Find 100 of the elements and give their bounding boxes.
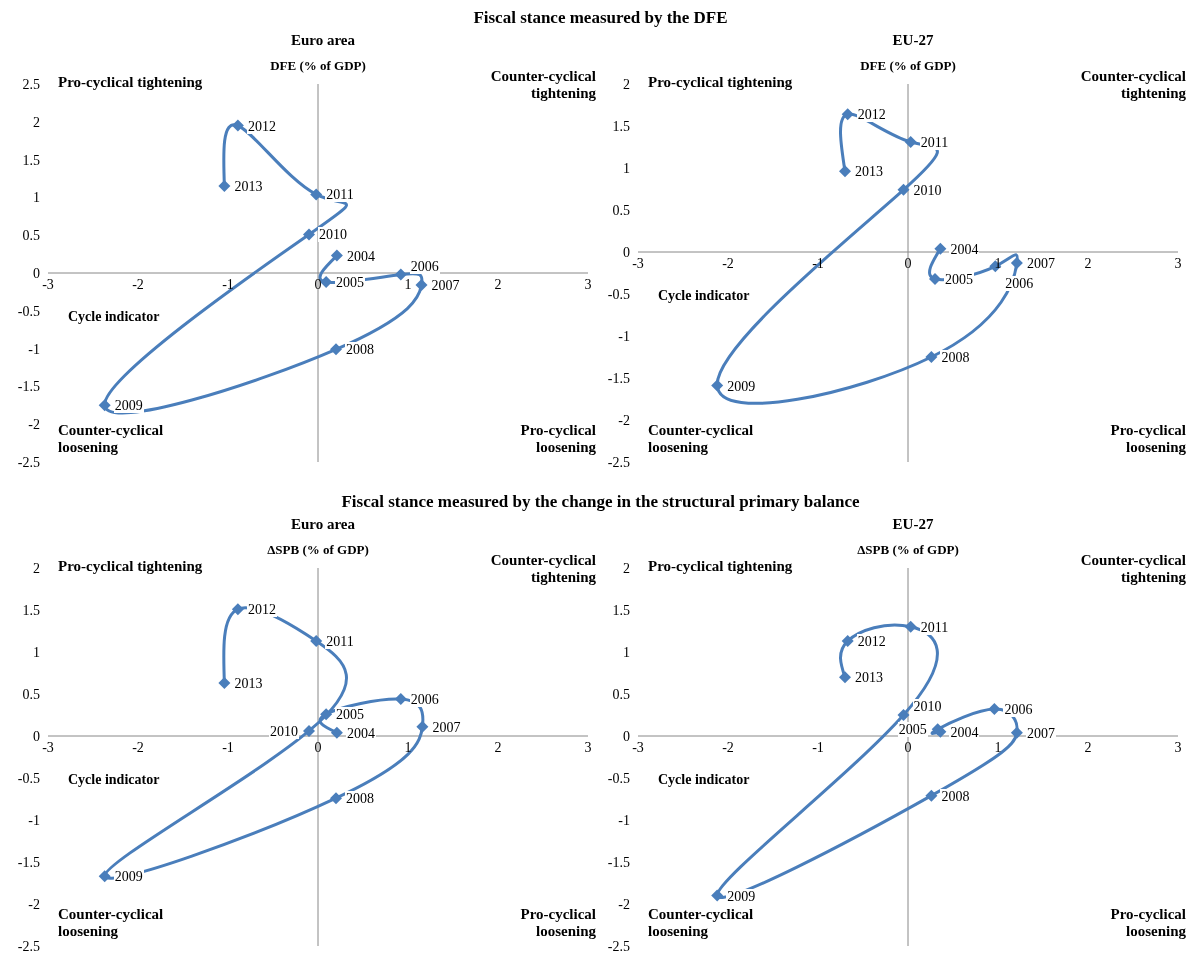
x-tick-label: -3 xyxy=(632,256,644,271)
y-tick-label: -1.5 xyxy=(607,854,630,870)
y-axis-title: ΔSPB (% of GDP) xyxy=(266,542,370,558)
annotation: Counter-cyclical tightening xyxy=(1079,68,1186,102)
point xyxy=(310,635,323,648)
x-axis-title: Cycle indicator xyxy=(658,288,750,304)
x-tick-label: -1 xyxy=(222,740,234,755)
point xyxy=(841,108,854,121)
point xyxy=(330,726,343,739)
annotation: Counter-cyclical tightening xyxy=(489,552,596,586)
x-tick-label: -2 xyxy=(132,277,144,292)
y-tick-label: 0.5 xyxy=(612,202,630,218)
x-axis-title: Cycle indicator xyxy=(68,309,160,325)
annotation: 2011 xyxy=(919,134,950,150)
y-tick-label: -0.5 xyxy=(607,770,630,786)
y-tick-label: -1 xyxy=(28,812,40,828)
x-axis-title: Cycle indicator xyxy=(68,772,160,788)
annotation: Pro-cyclical tightening xyxy=(648,74,793,91)
annotation: Counter-cyclical tightening xyxy=(1079,552,1186,586)
annotation: 2004 xyxy=(949,241,980,257)
y-tick-label: 0 xyxy=(33,728,40,744)
y-tick-label: 1 xyxy=(33,190,40,206)
y-tick-label: 1.5 xyxy=(22,152,40,168)
point xyxy=(841,635,854,648)
point xyxy=(1010,726,1023,739)
y-tick-label: 2 xyxy=(33,560,40,576)
point xyxy=(415,279,428,292)
annotation: Pro-cyclical loosening xyxy=(519,422,596,456)
y-tick-label: 2 xyxy=(33,114,40,130)
point xyxy=(711,889,724,902)
annotation: 2011 xyxy=(325,187,355,203)
annotation: 2010 xyxy=(318,227,348,243)
chart-title: Fiscal stance measured by the change in the structural primary balance xyxy=(340,492,861,513)
annotation: 2006 xyxy=(1004,276,1035,292)
x-tick-label: 0 xyxy=(314,740,322,755)
x-tick-label: 1 xyxy=(404,740,412,755)
point xyxy=(98,870,111,883)
x-tick-label: 1 xyxy=(404,277,412,292)
annotation: 2012 xyxy=(246,602,277,618)
annotation: 2008 xyxy=(345,791,375,807)
point xyxy=(303,724,315,737)
y-tick-label: 1 xyxy=(623,160,630,176)
point xyxy=(925,789,938,802)
x-tick-label: 0 xyxy=(314,277,322,292)
x-tick-label: -1 xyxy=(222,277,234,292)
x-tick-label: 0 xyxy=(904,256,912,271)
y-tick-label: -2 xyxy=(28,417,40,433)
annotation: 2005 xyxy=(897,722,928,738)
annotation: 2008 xyxy=(940,788,971,804)
annotation: 2012 xyxy=(856,634,887,650)
annotation: Pro-cyclical loosening xyxy=(1109,422,1186,456)
point xyxy=(416,720,429,733)
annotation: 2011 xyxy=(325,634,355,650)
annotation: 2010 xyxy=(912,699,943,714)
x-tick-label: -3 xyxy=(42,740,54,755)
annotation: 2009 xyxy=(726,378,757,394)
y-tick-label: -2 xyxy=(618,412,630,428)
annotation: 2006 xyxy=(409,258,440,274)
point xyxy=(310,188,323,201)
x-tick-label: 2 xyxy=(494,277,502,292)
x-tick-label: -2 xyxy=(722,740,734,755)
point xyxy=(218,677,231,690)
y-tick-label: -1 xyxy=(618,328,630,344)
point xyxy=(231,603,244,616)
point xyxy=(303,228,315,241)
x-tick-label: 0 xyxy=(904,740,912,755)
x-tick-label: 2 xyxy=(1084,256,1092,271)
annotation: 2005 xyxy=(335,707,366,723)
annotation: 2004 xyxy=(949,724,980,740)
y-tick-label: 2 xyxy=(623,76,630,92)
annotation: 2004 xyxy=(345,725,376,741)
x-tick-label: 3 xyxy=(584,277,592,292)
point xyxy=(904,135,917,148)
y-axis-title: ΔSPB (% of GDP) xyxy=(856,542,960,558)
point xyxy=(934,242,947,255)
annotation: Counter-cyclical loosening xyxy=(648,906,755,940)
y-axis-title: DFE (% of GDP) xyxy=(859,58,957,74)
y-tick-label: 0.5 xyxy=(612,686,630,702)
annotation: 2005 xyxy=(944,271,974,287)
annotation: 2012 xyxy=(856,107,887,123)
annotation: 2008 xyxy=(345,342,375,358)
y-tick-label: -2 xyxy=(28,896,40,912)
annotation: 2007 xyxy=(1025,255,1056,271)
annotation: Counter-cyclical loosening xyxy=(58,422,165,456)
annotation: 2006 xyxy=(409,692,440,708)
annotation: 2010 xyxy=(912,182,943,198)
annotation: Counter-cyclical loosening xyxy=(58,906,165,940)
point xyxy=(330,249,343,262)
annotation: 2005 xyxy=(335,275,366,291)
point xyxy=(330,792,342,805)
x-tick-label: 1 xyxy=(994,740,1002,755)
annotation: 2013 xyxy=(233,676,264,692)
annotation: 2007 xyxy=(1025,725,1056,741)
y-tick-label: -2.5 xyxy=(17,454,40,470)
chart-title: Fiscal stance measured by the DFE xyxy=(472,8,729,29)
y-tick-label: -1 xyxy=(618,812,630,828)
y-tick-label: -1.5 xyxy=(607,370,630,386)
x-tick-label: 2 xyxy=(1084,740,1092,755)
point xyxy=(231,119,244,132)
x-tick-label: 3 xyxy=(584,740,592,755)
